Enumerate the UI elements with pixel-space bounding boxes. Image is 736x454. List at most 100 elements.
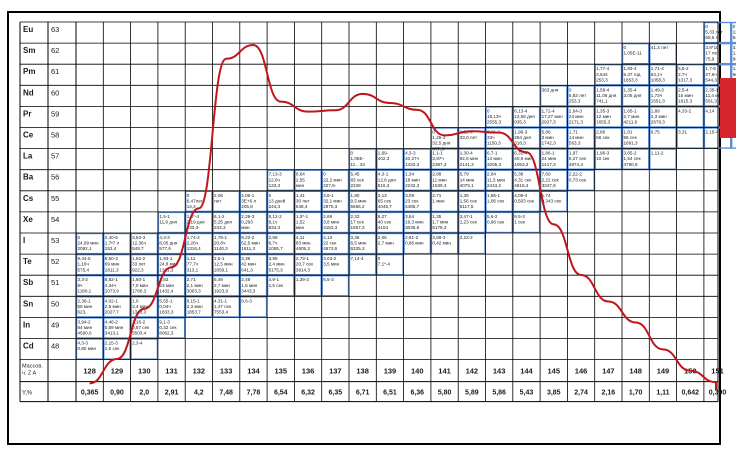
nuclide-cell <box>212 211 240 234</box>
cell-text: 1317,3 <box>678 77 692 82</box>
cell-text: 1,0 <box>132 298 139 303</box>
cell-text: 575,4 <box>78 267 90 272</box>
cell-text: 3914,3 <box>296 267 310 272</box>
cell-text: 1,6 мин <box>241 283 257 288</box>
cell-text: 227,6- <box>323 183 336 188</box>
cell-text: 4485,7 <box>405 204 419 209</box>
cell-text: 1,7 мин <box>432 220 448 225</box>
cell-text: 3,36 <box>351 235 360 240</box>
atomic-number: 55 <box>51 194 59 203</box>
mass-number: 145 <box>547 367 560 376</box>
nuclide-cell <box>212 275 240 297</box>
nuclide-cell <box>184 190 213 213</box>
nuclide-cell <box>239 211 268 234</box>
nuclide-cell <box>157 253 186 276</box>
cell-text: 4,3-3 <box>405 151 416 156</box>
cell-text: 2,64-3 <box>569 108 582 113</box>
nuclide-cell <box>594 127 623 149</box>
cell-text: 4818,4 <box>514 183 528 188</box>
cell-text: 2,81-2 <box>405 235 418 240</box>
yield-value: 1,11 <box>656 390 669 397</box>
mass-number: 138 <box>356 367 369 376</box>
cell-text: 17 лет <box>705 51 719 56</box>
cell-text: 4075,1 <box>460 183 474 188</box>
nuclide-cell <box>348 190 377 213</box>
nuclide-cell <box>676 85 705 107</box>
nuclide-cell <box>294 232 322 255</box>
cell-text: 14 мин <box>460 177 475 182</box>
cell-text: 2141,3 <box>460 162 474 167</box>
cell-text: 153,4 <box>105 246 117 251</box>
nuclide-cell <box>376 190 404 213</box>
cell-text: 1,7-5 <box>705 66 716 71</box>
nuclide-cell <box>430 190 459 213</box>
cell-text: 2,5 мин <box>105 304 121 309</box>
nuclide-cell <box>403 169 432 191</box>
cell-text: 1432,4 <box>159 288 173 293</box>
nuclide-cell <box>403 211 432 234</box>
cell-text: 9,5 мин <box>351 198 367 203</box>
nuclide-cell <box>594 63 623 86</box>
nuclide-cell <box>676 63 705 86</box>
cell-text: 544,3 <box>705 77 717 82</box>
cell-text: 4,9-1 <box>269 277 280 282</box>
cell-text: 22 сек <box>323 241 337 246</box>
nuclide-cell <box>676 127 705 149</box>
nuclide-cell <box>567 127 595 149</box>
cell-text: 84 мин <box>78 325 93 330</box>
cell-text: 11,5 мин <box>487 177 506 182</box>
cell-text: 1,65-1 <box>624 108 637 113</box>
nuclide-cell <box>157 296 186 318</box>
cell-text: 14 мин <box>487 156 502 161</box>
cell-text: 8,05 дня <box>159 241 177 246</box>
cell-text: 2,84 <box>487 172 496 177</box>
nuclide-cell <box>376 253 404 276</box>
nuclide-cell <box>458 190 486 213</box>
footer-label: Y,% <box>22 391 33 397</box>
cell-text: 4605,3 <box>296 246 310 251</box>
cell-text: 1,11 <box>187 256 196 261</box>
cell-text: 922,3 <box>132 267 144 272</box>
nuclide-cell <box>512 148 541 170</box>
atomic-number: 63 <box>51 25 59 34</box>
cell-text: 18 мин <box>405 177 420 182</box>
cell-text: 23 мин <box>159 283 174 288</box>
mass-number: 134 <box>247 367 260 376</box>
cell-text: 32,5 дня <box>432 141 450 146</box>
cell-text: 1053,3 <box>514 162 528 167</box>
cell-text: мин <box>241 225 250 230</box>
yield-value: 4,2 <box>194 390 204 397</box>
atomic-number: 48 <box>51 342 59 351</box>
cell-text: 10 сек <box>596 156 610 161</box>
cell-text: 33 лет <box>132 262 146 267</box>
cell-text: 2,7 мин <box>624 114 640 119</box>
mass-number: 147 <box>602 367 615 376</box>
yield-value: 7,78 <box>247 390 261 397</box>
cell-text: 3,4 мин <box>132 304 148 309</box>
cell-text: 1615,3 <box>678 99 692 104</box>
cell-text: 33ч <box>487 135 495 140</box>
nuclide-cell <box>212 296 240 318</box>
yield-value: 0,390 <box>709 390 727 397</box>
cell-text: 5,6-2 <box>678 66 689 71</box>
cell-text: 1417,3 <box>542 162 556 167</box>
yield-curve <box>89 44 717 390</box>
yield-value: 6,36 <box>410 390 424 397</box>
cell-text: 6,64 <box>296 172 305 177</box>
nuclide-cell <box>539 85 568 107</box>
cell-text: 11,4 мин <box>705 93 724 98</box>
nuclide-cell <box>103 296 131 318</box>
cell-text: 19,13ч <box>487 114 501 119</box>
yield-value: 2,74 <box>574 390 588 397</box>
cell-text: 14 мин <box>569 135 584 140</box>
cell-text: 3 мин <box>542 135 555 140</box>
cell-text: 9,6-3 <box>241 298 252 303</box>
cell-text: 15 мин <box>678 93 693 98</box>
cell-text: 5,37 год <box>624 72 641 77</box>
mass-number: 142 <box>466 367 479 376</box>
nuclide-cell <box>348 253 377 276</box>
atomic-number: 61 <box>51 67 59 76</box>
cell-text: 83 сек <box>351 177 365 182</box>
cell-text: 3003,3 <box>187 288 201 293</box>
